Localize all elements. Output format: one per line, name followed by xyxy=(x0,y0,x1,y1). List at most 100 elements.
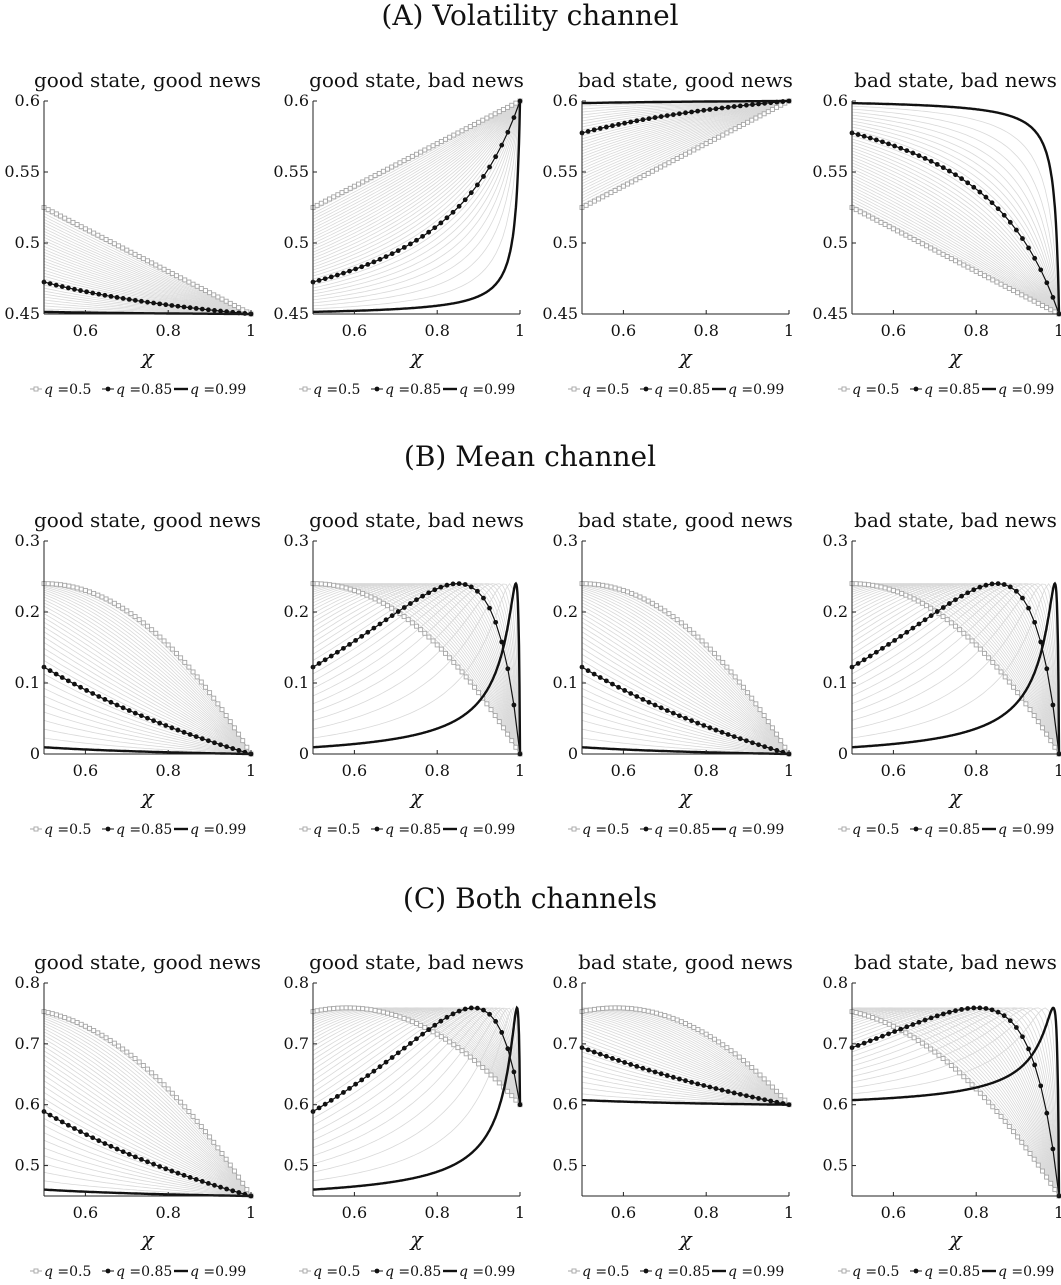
point-q050 xyxy=(969,1082,975,1088)
point-q050 xyxy=(1006,1123,1012,1129)
point-q050 xyxy=(903,232,909,238)
background-line xyxy=(312,1007,521,1173)
point-q085 xyxy=(212,1182,217,1188)
background-line xyxy=(581,609,790,755)
x-axis-label: χ xyxy=(947,785,963,809)
legend-label-q085: q =0.85 xyxy=(924,1264,980,1280)
point-q050 xyxy=(1044,1174,1050,1180)
point-q085 xyxy=(610,681,615,687)
legend-label-q099: q =0.99 xyxy=(728,822,784,838)
point-q085 xyxy=(737,736,743,742)
point-q050 xyxy=(1035,719,1041,725)
point-q085 xyxy=(947,168,952,174)
point-q050 xyxy=(389,164,395,170)
point-q050 xyxy=(948,256,954,262)
legend-label-q050: q =0.5 xyxy=(44,1264,91,1280)
point-q050 xyxy=(1006,285,1012,291)
point-q050 xyxy=(343,585,349,591)
background-line xyxy=(312,100,521,232)
point-q050 xyxy=(215,1145,221,1151)
point-q085 xyxy=(90,691,96,696)
point-q050 xyxy=(633,177,639,183)
point-q085 xyxy=(689,718,694,724)
background-line xyxy=(312,583,521,754)
background-line xyxy=(581,673,790,755)
point-q050 xyxy=(866,213,872,219)
background-line xyxy=(581,1032,790,1106)
point-q085 xyxy=(719,729,725,735)
point-q085 xyxy=(971,1005,977,1011)
point-q050 xyxy=(765,719,771,725)
y-tick-label: 0.6 xyxy=(15,1095,40,1114)
point-q050 xyxy=(120,1046,126,1052)
point-q050 xyxy=(998,281,1004,287)
background-line xyxy=(312,583,521,754)
background-line xyxy=(851,159,1060,315)
point-q050 xyxy=(911,236,917,242)
point-q050 xyxy=(157,634,163,640)
point-q085 xyxy=(731,104,737,109)
point-q050 xyxy=(736,679,742,685)
point-q050 xyxy=(49,209,55,215)
background-line xyxy=(43,585,252,755)
x-tick-label: 0.6 xyxy=(342,321,367,340)
point-q050 xyxy=(463,126,469,132)
background-line xyxy=(851,129,1060,315)
background-line xyxy=(581,100,790,152)
point-q050 xyxy=(426,145,432,151)
point-q050 xyxy=(207,690,213,696)
background-line xyxy=(851,195,1060,315)
point-q085 xyxy=(432,1022,438,1028)
point-q050 xyxy=(78,224,84,230)
point-q050 xyxy=(219,707,225,713)
background-line xyxy=(312,1007,521,1105)
background-line xyxy=(851,120,1060,315)
point-q085 xyxy=(947,601,952,606)
background-line xyxy=(581,100,790,176)
point-q050 xyxy=(944,617,950,623)
point-q085 xyxy=(157,301,163,307)
panel: good state, bad news 0.45 0.5 0.55 0.6 0.6 0.8… xyxy=(273,68,525,398)
point-q085 xyxy=(616,1058,621,1063)
point-q050 xyxy=(716,134,722,140)
point-q050 xyxy=(961,630,967,636)
point-q050 xyxy=(227,1162,233,1168)
background-line xyxy=(43,720,252,755)
point-q050 xyxy=(107,1037,113,1043)
panel: bad state, bad news 0 0.1 0.2 0.3 0.6 0.8 1 χ q =… xyxy=(823,508,1061,838)
point-q050 xyxy=(91,1028,97,1033)
point-q085 xyxy=(420,593,425,599)
point-q050 xyxy=(128,1052,134,1058)
background-line xyxy=(43,1031,252,1197)
point-q050 xyxy=(244,1187,250,1193)
background-line xyxy=(312,100,521,217)
point-q050 xyxy=(866,1013,872,1019)
point-q085 xyxy=(145,1159,150,1165)
point-q085 xyxy=(487,164,492,170)
background-line xyxy=(43,599,252,755)
x-axis-label: χ xyxy=(677,785,693,809)
point-q050 xyxy=(149,1070,155,1076)
x-tick-label: 0.8 xyxy=(963,321,988,340)
y-tick-label: 0.1 xyxy=(823,673,848,692)
point-q085 xyxy=(462,1006,468,1012)
point-q050 xyxy=(58,1013,64,1019)
point-q050 xyxy=(899,230,905,236)
legend: q =0.5 q =0.85 q =0.99 xyxy=(568,822,784,838)
point-q085 xyxy=(995,206,1001,212)
point-q050 xyxy=(99,234,105,240)
legend-marker-q050 xyxy=(841,1268,847,1274)
point-q085 xyxy=(959,176,964,182)
point-q085 xyxy=(953,1008,958,1014)
x-tick-label: 1 xyxy=(784,761,794,780)
point-q050 xyxy=(356,589,361,595)
point-q050 xyxy=(116,1043,121,1049)
legend: q =0.5 q =0.85 q =0.99 xyxy=(299,1264,515,1280)
point-q050 xyxy=(658,164,664,170)
point-q050 xyxy=(915,598,921,604)
x-tick-label: 1 xyxy=(246,321,256,340)
legend-marker-q085 xyxy=(913,386,919,392)
point-q085 xyxy=(707,1084,713,1090)
background-line xyxy=(43,642,252,755)
point-q050 xyxy=(455,1045,461,1051)
